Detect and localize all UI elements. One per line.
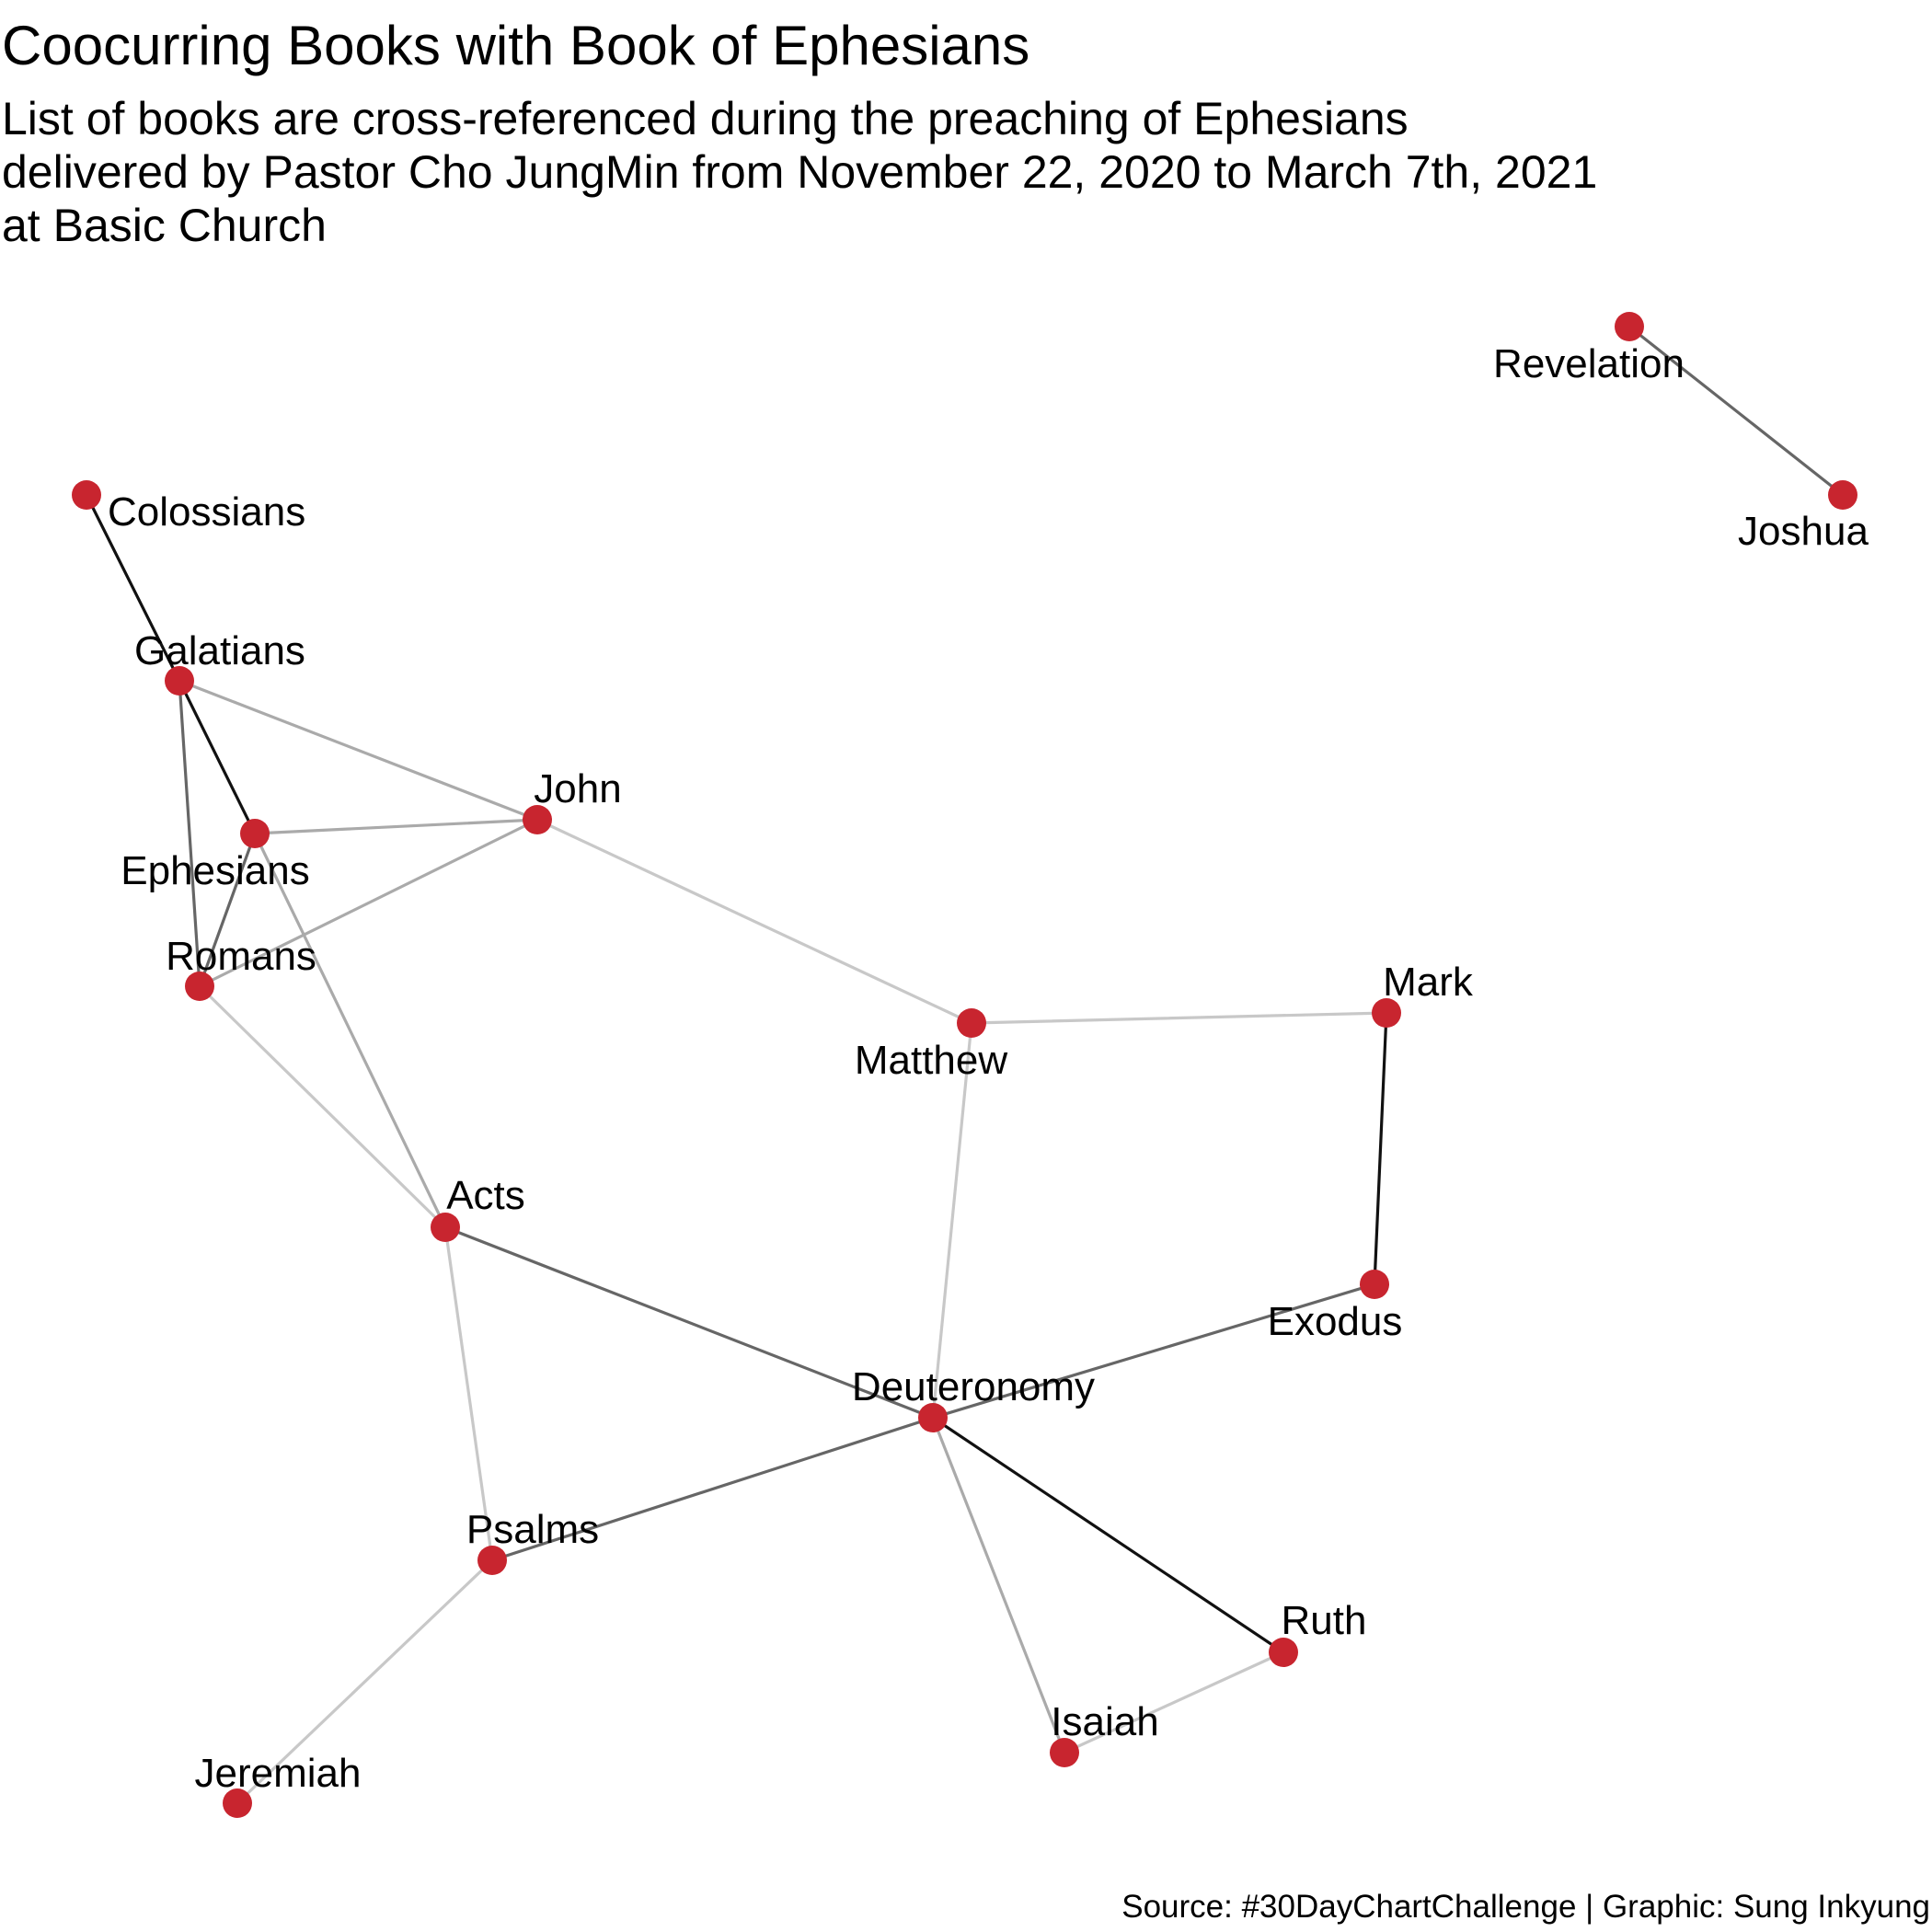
edge-ephesians-john bbox=[253, 818, 539, 835]
node-colossians bbox=[72, 480, 101, 510]
edge-colossians-galatians bbox=[85, 493, 181, 683]
edge-matthew-mark bbox=[970, 1011, 1388, 1025]
node-label-john: John bbox=[534, 766, 621, 811]
node-galatians bbox=[165, 666, 194, 696]
edge-ephesians-acts bbox=[253, 832, 447, 1229]
node-label-revelation: Revelation bbox=[1493, 341, 1685, 386]
nodes-layer bbox=[72, 312, 1857, 1818]
edge-romans-acts bbox=[198, 984, 447, 1229]
node-ephesians bbox=[240, 819, 270, 848]
page-title: Coocurring Books with Book of Ephesians bbox=[2, 15, 1030, 76]
node-jeremiah bbox=[223, 1788, 252, 1818]
subtitle-line: delivered by Pastor Cho JungMin from Nov… bbox=[2, 146, 1598, 198]
edge-acts-deuteronomy bbox=[443, 1225, 935, 1420]
node-label-ruth: Ruth bbox=[1282, 1598, 1367, 1643]
node-john bbox=[523, 805, 552, 834]
subtitle-line: List of books are cross-referenced durin… bbox=[2, 93, 1409, 144]
edge-deuteronomy-ruth bbox=[931, 1416, 1285, 1654]
node-exodus bbox=[1360, 1270, 1389, 1299]
labels-layer: Revelation Joshua Colossians Galatians John E… bbox=[108, 341, 1869, 1796]
edge-romans-john bbox=[198, 818, 539, 988]
edge-ephesians-romans bbox=[198, 832, 257, 988]
edge-revelation-joshua bbox=[1627, 325, 1845, 497]
node-deuteronomy bbox=[918, 1403, 948, 1432]
edges-layer bbox=[85, 325, 1845, 1805]
source-caption: Source: #30DayChartChallenge | Graphic: … bbox=[1121, 1889, 1930, 1925]
node-label-exodus: Exodus bbox=[1268, 1299, 1403, 1344]
node-label-deuteronomy: Deuteronomy bbox=[852, 1364, 1095, 1409]
node-isaiah bbox=[1050, 1738, 1079, 1767]
edge-exodus-deuteronomy bbox=[931, 1282, 1376, 1420]
edge-galatians-john bbox=[178, 679, 539, 822]
edge-matthew-deuteronomy bbox=[931, 1021, 973, 1420]
node-label-matthew: Matthew bbox=[855, 1038, 1008, 1083]
node-matthew bbox=[957, 1008, 986, 1038]
node-revelation bbox=[1615, 312, 1644, 341]
edge-psalms-jeremiah bbox=[236, 1558, 494, 1805]
node-mark bbox=[1372, 998, 1401, 1028]
node-ruth bbox=[1269, 1638, 1298, 1667]
node-romans bbox=[185, 972, 214, 1001]
node-label-ephesians: Ephesians bbox=[121, 848, 309, 893]
node-label-mark: Mark bbox=[1383, 960, 1474, 1005]
node-psalms bbox=[477, 1546, 507, 1575]
edge-galatians-ephesians bbox=[178, 679, 257, 835]
node-label-joshua: Joshua bbox=[1738, 509, 1869, 554]
node-label-colossians: Colossians bbox=[108, 489, 305, 535]
edge-deuteronomy-psalms bbox=[490, 1416, 935, 1562]
edge-ruth-isaiah bbox=[1063, 1650, 1285, 1754]
node-label-psalms: Psalms bbox=[466, 1507, 599, 1552]
node-label-galatians: Galatians bbox=[134, 628, 305, 673]
edge-galatians-romans bbox=[178, 679, 201, 988]
edge-acts-psalms bbox=[443, 1225, 494, 1562]
edge-john-matthew bbox=[535, 818, 973, 1025]
page-subtitle: List of books are cross-referenced durin… bbox=[2, 92, 1597, 252]
edge-mark-exodus bbox=[1373, 1011, 1388, 1286]
node-label-romans: Romans bbox=[166, 934, 316, 979]
node-label-acts: Acts bbox=[446, 1173, 525, 1218]
edge-deuteronomy-isaiah bbox=[931, 1416, 1066, 1754]
subtitle-line: at Basic Church bbox=[2, 200, 327, 251]
node-label-jeremiah: Jeremiah bbox=[195, 1751, 362, 1796]
node-acts bbox=[431, 1213, 460, 1242]
node-joshua bbox=[1828, 480, 1857, 510]
node-label-isaiah: Isaiah bbox=[1051, 1699, 1158, 1744]
